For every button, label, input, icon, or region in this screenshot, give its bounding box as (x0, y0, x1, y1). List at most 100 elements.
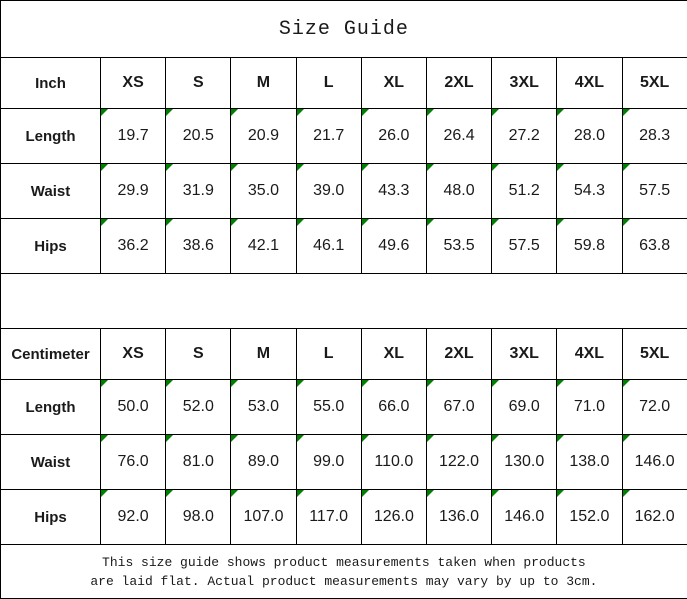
cell-value: 138.0 (569, 453, 609, 470)
cm-length-xl: 66.0 (361, 380, 426, 435)
cell-value: 54.3 (574, 182, 605, 199)
cm-waist-m: 89.0 (231, 435, 296, 490)
cm-header-3xl: 3XL (492, 329, 557, 380)
note-row: This size guide shows product measuremen… (1, 545, 687, 599)
cell-value: 36.2 (118, 237, 149, 254)
table-separator (1, 274, 687, 329)
inch-unit-header: Inch (1, 58, 101, 109)
inch-header-5xl: 5XL (622, 58, 687, 109)
cell-value: 98.0 (183, 508, 214, 525)
cm-length-m: 53.0 (231, 380, 296, 435)
cell-value: 28.0 (574, 127, 605, 144)
inch-header-row: Inch XS S M L XL 2XL 3XL 4XL 5XL (1, 58, 687, 109)
cm-length-5xl: 72.0 (622, 380, 687, 435)
page-title: Size Guide (1, 1, 687, 58)
cell-value: 27.2 (509, 127, 540, 144)
cm-length-3xl: 69.0 (492, 380, 557, 435)
inch-hips-s: 38.6 (166, 219, 231, 274)
cell-flag-icon (427, 109, 434, 116)
cell-flag-icon (362, 109, 369, 116)
cm-length-l: 55.0 (296, 380, 361, 435)
inch-waist-2xl: 48.0 (426, 164, 491, 219)
cell-flag-icon (557, 219, 564, 226)
cell-flag-icon (427, 490, 434, 497)
inch-length-3xl: 27.2 (492, 109, 557, 164)
cell-flag-icon (427, 219, 434, 226)
cell-value: 26.4 (443, 127, 474, 144)
cell-flag-icon (166, 219, 173, 226)
cm-length-label: Length (1, 380, 101, 435)
cell-value: 81.0 (183, 453, 214, 470)
cell-value: 89.0 (248, 453, 279, 470)
cell-flag-icon (623, 490, 630, 497)
cell-value: 49.6 (378, 237, 409, 254)
cell-value: 71.0 (574, 398, 605, 415)
cm-row-waist: Waist 76.0 81.0 89.0 99.0 110.0 122.0 13… (1, 435, 687, 490)
inch-hips-4xl: 59.8 (557, 219, 622, 274)
cell-value: 152.0 (569, 508, 609, 525)
inch-waist-l: 39.0 (296, 164, 361, 219)
inch-waist-xl: 43.3 (361, 164, 426, 219)
cell-value: 122.0 (439, 453, 479, 470)
cm-header-5xl: 5XL (622, 329, 687, 380)
inch-hips-2xl: 53.5 (426, 219, 491, 274)
cell-flag-icon (557, 109, 564, 116)
inch-waist-xs: 29.9 (101, 164, 166, 219)
cell-value: 117.0 (309, 508, 348, 525)
cm-hips-4xl: 152.0 (557, 490, 622, 545)
cm-waist-xl: 110.0 (361, 435, 426, 490)
cm-header-row: Centimeter XS S M L XL 2XL 3XL 4XL 5XL (1, 329, 687, 380)
cell-flag-icon (101, 109, 108, 116)
inch-header-l: L (296, 58, 361, 109)
cell-flag-icon (427, 164, 434, 171)
cell-value: 57.5 (509, 237, 540, 254)
cell-value: 126.0 (374, 508, 414, 525)
cm-header-s: S (166, 329, 231, 380)
cell-flag-icon (492, 435, 499, 442)
cell-value: 28.3 (639, 127, 670, 144)
inch-hips-l: 46.1 (296, 219, 361, 274)
cell-flag-icon (557, 435, 564, 442)
inch-header-4xl: 4XL (557, 58, 622, 109)
note-line-2: are laid flat. Actual product measuremen… (1, 572, 687, 591)
cell-flag-icon (492, 219, 499, 226)
inch-length-2xl: 26.4 (426, 109, 491, 164)
cell-value: 42.1 (248, 237, 279, 254)
cell-value: 20.5 (183, 127, 214, 144)
cell-flag-icon (557, 380, 564, 387)
cell-value: 53.0 (248, 398, 279, 415)
inch-hips-m: 42.1 (231, 219, 296, 274)
inch-length-s: 20.5 (166, 109, 231, 164)
cm-length-4xl: 71.0 (557, 380, 622, 435)
inch-waist-5xl: 57.5 (622, 164, 687, 219)
cell-flag-icon (101, 490, 108, 497)
cell-value: 130.0 (504, 453, 544, 470)
inch-header-m: M (231, 58, 296, 109)
cell-flag-icon (492, 164, 499, 171)
cell-value: 26.0 (378, 127, 409, 144)
inch-length-5xl: 28.3 (622, 109, 687, 164)
cm-hips-label: Hips (1, 490, 101, 545)
inch-row-length: Length 19.7 20.5 20.9 21.7 26.0 26.4 27.… (1, 109, 687, 164)
cell-value: 146.0 (504, 508, 544, 525)
inch-header-2xl: 2XL (426, 58, 491, 109)
inch-length-label: Length (1, 109, 101, 164)
cell-value: 31.9 (183, 182, 214, 199)
cell-value: 55.0 (313, 398, 344, 415)
cm-header-xl: XL (361, 329, 426, 380)
cell-flag-icon (362, 164, 369, 171)
inch-length-xs: 19.7 (101, 109, 166, 164)
cell-value: 21.7 (313, 127, 344, 144)
cm-hips-xs: 92.0 (101, 490, 166, 545)
inch-hips-3xl: 57.5 (492, 219, 557, 274)
cell-flag-icon (623, 164, 630, 171)
cm-row-length: Length 50.0 52.0 53.0 55.0 66.0 67.0 69.… (1, 380, 687, 435)
cell-flag-icon (297, 109, 304, 116)
cm-waist-2xl: 122.0 (426, 435, 491, 490)
cell-value: 57.5 (639, 182, 670, 199)
cell-value: 67.0 (443, 398, 474, 415)
cell-flag-icon (297, 219, 304, 226)
cm-hips-5xl: 162.0 (622, 490, 687, 545)
